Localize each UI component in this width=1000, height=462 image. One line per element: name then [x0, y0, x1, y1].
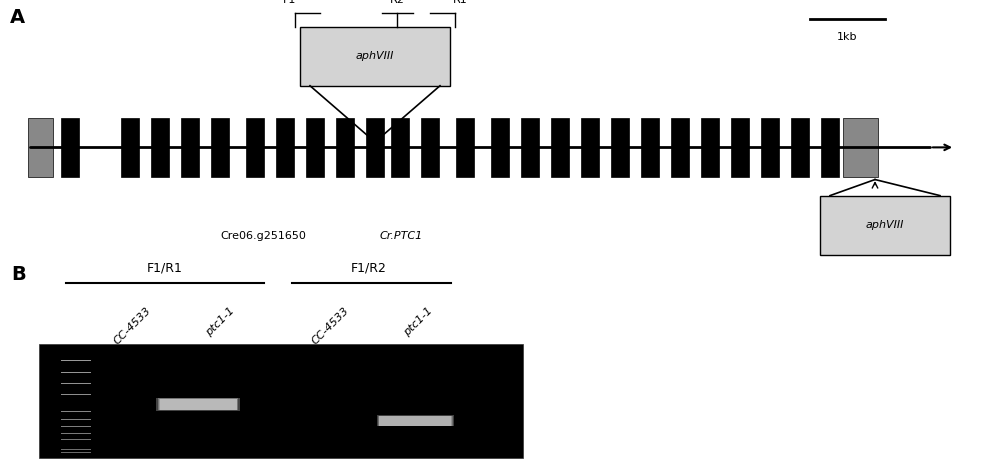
- Text: ptc1-1: ptc1-1: [402, 305, 434, 338]
- FancyBboxPatch shape: [391, 118, 409, 177]
- FancyBboxPatch shape: [61, 452, 91, 453]
- FancyBboxPatch shape: [306, 118, 324, 177]
- FancyBboxPatch shape: [300, 27, 450, 86]
- FancyBboxPatch shape: [366, 118, 384, 177]
- FancyBboxPatch shape: [671, 118, 689, 177]
- Text: F1/R1: F1/R1: [147, 262, 183, 275]
- Text: ptc1-1: ptc1-1: [204, 305, 236, 338]
- Text: CC-4533: CC-4533: [111, 305, 153, 346]
- Text: R1: R1: [453, 0, 467, 6]
- FancyBboxPatch shape: [151, 118, 169, 177]
- Text: R2: R2: [390, 0, 405, 6]
- FancyBboxPatch shape: [521, 118, 539, 177]
- FancyBboxPatch shape: [551, 118, 569, 177]
- FancyBboxPatch shape: [842, 118, 878, 177]
- FancyBboxPatch shape: [378, 415, 453, 426]
- FancyBboxPatch shape: [61, 360, 91, 361]
- FancyBboxPatch shape: [158, 398, 238, 410]
- Text: 1kb: 1kb: [837, 32, 858, 42]
- FancyBboxPatch shape: [701, 118, 719, 177]
- FancyBboxPatch shape: [61, 371, 91, 372]
- Text: aphVIII: aphVIII: [866, 220, 904, 230]
- FancyBboxPatch shape: [421, 118, 439, 177]
- FancyBboxPatch shape: [61, 439, 91, 440]
- FancyBboxPatch shape: [377, 415, 454, 426]
- FancyBboxPatch shape: [121, 118, 139, 177]
- FancyBboxPatch shape: [156, 398, 240, 411]
- FancyBboxPatch shape: [456, 118, 474, 177]
- FancyBboxPatch shape: [61, 426, 91, 427]
- FancyBboxPatch shape: [61, 444, 91, 445]
- Text: B: B: [11, 265, 26, 284]
- FancyBboxPatch shape: [379, 416, 452, 426]
- FancyBboxPatch shape: [61, 433, 91, 434]
- Text: F1: F1: [283, 0, 297, 6]
- FancyBboxPatch shape: [61, 412, 91, 413]
- FancyBboxPatch shape: [181, 118, 199, 177]
- FancyBboxPatch shape: [61, 118, 79, 177]
- FancyBboxPatch shape: [61, 419, 91, 420]
- FancyBboxPatch shape: [61, 383, 91, 384]
- Text: A: A: [10, 8, 25, 27]
- FancyBboxPatch shape: [581, 118, 599, 177]
- FancyBboxPatch shape: [491, 118, 509, 177]
- FancyBboxPatch shape: [39, 344, 522, 458]
- FancyBboxPatch shape: [246, 118, 264, 177]
- FancyBboxPatch shape: [611, 118, 629, 177]
- FancyBboxPatch shape: [211, 118, 229, 177]
- FancyBboxPatch shape: [731, 118, 749, 177]
- FancyBboxPatch shape: [336, 118, 354, 177]
- FancyBboxPatch shape: [276, 118, 294, 177]
- Text: CC-4533: CC-4533: [309, 305, 351, 346]
- FancyBboxPatch shape: [761, 118, 779, 177]
- FancyBboxPatch shape: [641, 118, 659, 177]
- FancyBboxPatch shape: [821, 118, 839, 177]
- FancyBboxPatch shape: [379, 416, 451, 426]
- Text: aphVIII: aphVIII: [356, 51, 394, 61]
- Text: F1/R2: F1/R2: [351, 262, 386, 275]
- FancyBboxPatch shape: [160, 399, 237, 410]
- FancyBboxPatch shape: [28, 118, 53, 177]
- Text: Cr.PTC1: Cr.PTC1: [380, 231, 423, 241]
- Text: Cre06.g251650: Cre06.g251650: [220, 231, 306, 241]
- FancyBboxPatch shape: [791, 118, 809, 177]
- FancyBboxPatch shape: [159, 399, 237, 410]
- FancyBboxPatch shape: [61, 403, 91, 404]
- FancyBboxPatch shape: [820, 195, 950, 255]
- FancyBboxPatch shape: [61, 449, 91, 450]
